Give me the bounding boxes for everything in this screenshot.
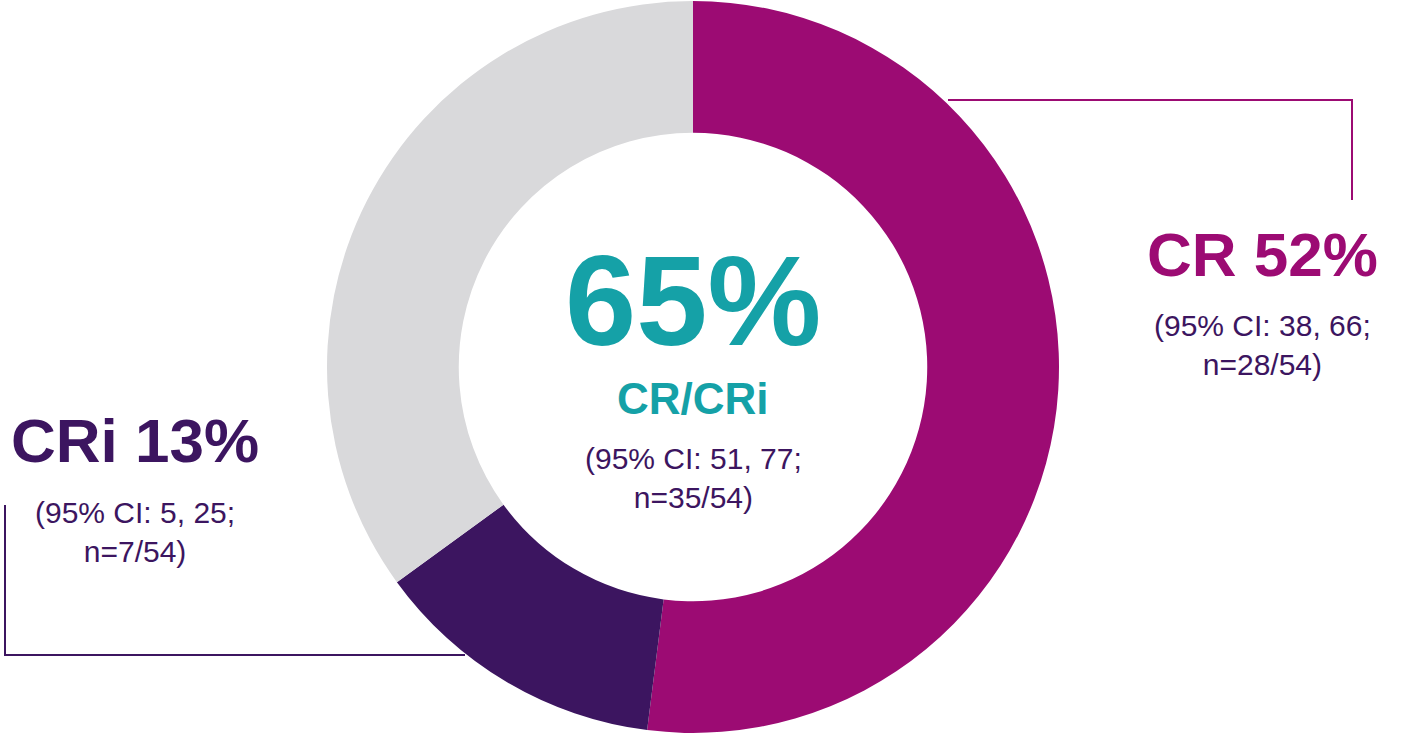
svg-text:(95% CI: 38, 66;n=28/54): (95% CI: 38, 66;n=28/54) xyxy=(1154,309,1371,381)
svg-text:65%: 65% xyxy=(565,229,821,372)
svg-text:(95% CI: 5, 25;n=7/54): (95% CI: 5, 25;n=7/54) xyxy=(35,496,235,568)
svg-text:CR/CRi: CR/CRi xyxy=(617,374,769,423)
svg-text:CR 52%: CR 52% xyxy=(1147,220,1378,289)
svg-text:CRi 13%: CRi 13% xyxy=(11,406,259,475)
svg-text:(95% CI: 51, 77;n=35/54): (95% CI: 51, 77;n=35/54) xyxy=(585,442,802,514)
